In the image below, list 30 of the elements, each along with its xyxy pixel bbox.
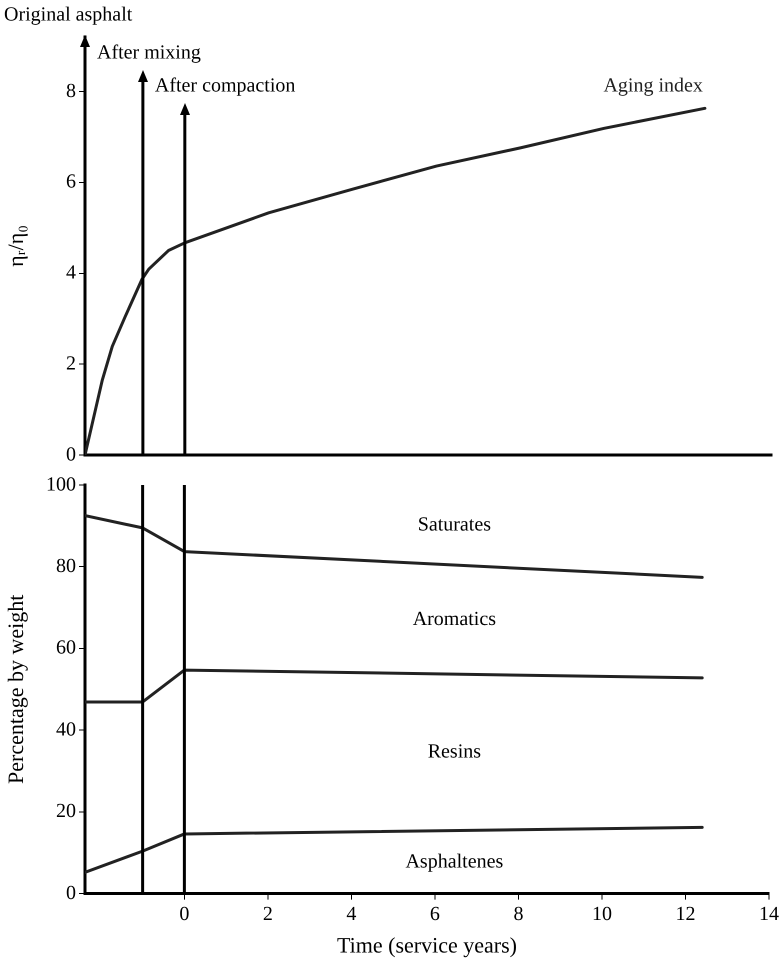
text: Original asphalt (4, 3, 133, 26)
annotation: Saturates (418, 513, 492, 536)
x-tick-label: 4 (346, 902, 356, 925)
y-tick-label: 60 (56, 636, 76, 659)
y-tick-label: 4 (66, 262, 76, 284)
y-tick-label: 40 (56, 718, 76, 740)
y-tick-label: 0 (66, 882, 76, 904)
x-tick-label: 8 (513, 902, 524, 925)
y-tick-label: 6 (66, 170, 76, 193)
x-tick-label: 12 (675, 902, 696, 925)
ref-line-label: After mixing (97, 41, 201, 64)
y-tick-label: 20 (56, 800, 76, 822)
x-tick-label: 6 (430, 902, 440, 925)
x-tick-label: 0 (179, 902, 190, 925)
y-axis-title: ηᵣ/η₀ (2, 225, 28, 267)
y-tick-label: 100 (46, 473, 76, 496)
annotation: Aromatics (412, 608, 496, 630)
annotation: Resins (428, 740, 482, 763)
y-tick-label: 0 (66, 443, 76, 466)
annotation: Asphaltenes (405, 850, 504, 872)
y-tick-label: 8 (66, 80, 76, 102)
x-tick-label: 10 (592, 902, 612, 925)
x-tick-label: 2 (262, 902, 273, 925)
y-tick-label: 2 (66, 352, 76, 374)
series-label: Aging index (603, 74, 703, 97)
x-axis-title: Time (service years) (336, 932, 518, 958)
ref-line-label: After compaction (154, 74, 296, 96)
y-tick-label: 80 (56, 554, 76, 577)
y-axis-title: Percentage by weight (2, 594, 28, 784)
x-tick-label: 14 (759, 902, 779, 925)
